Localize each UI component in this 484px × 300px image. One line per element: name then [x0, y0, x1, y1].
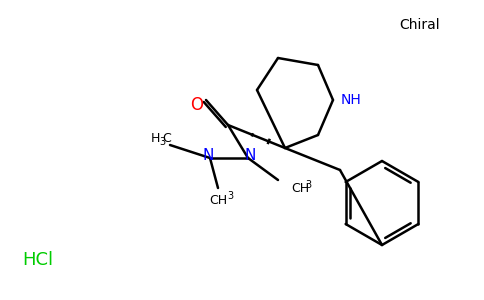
Text: CH: CH	[291, 182, 309, 196]
Text: O: O	[191, 96, 203, 114]
Text: N: N	[202, 148, 214, 164]
Text: C: C	[163, 131, 171, 145]
Text: 3: 3	[227, 191, 233, 201]
Text: CH: CH	[209, 194, 227, 206]
Text: Chiral: Chiral	[400, 18, 440, 32]
Text: HCl: HCl	[22, 251, 54, 269]
Text: N: N	[244, 148, 256, 164]
Text: NH: NH	[341, 93, 362, 107]
Text: 3: 3	[159, 137, 165, 147]
Text: 3: 3	[305, 180, 311, 190]
Text: H: H	[151, 131, 160, 145]
